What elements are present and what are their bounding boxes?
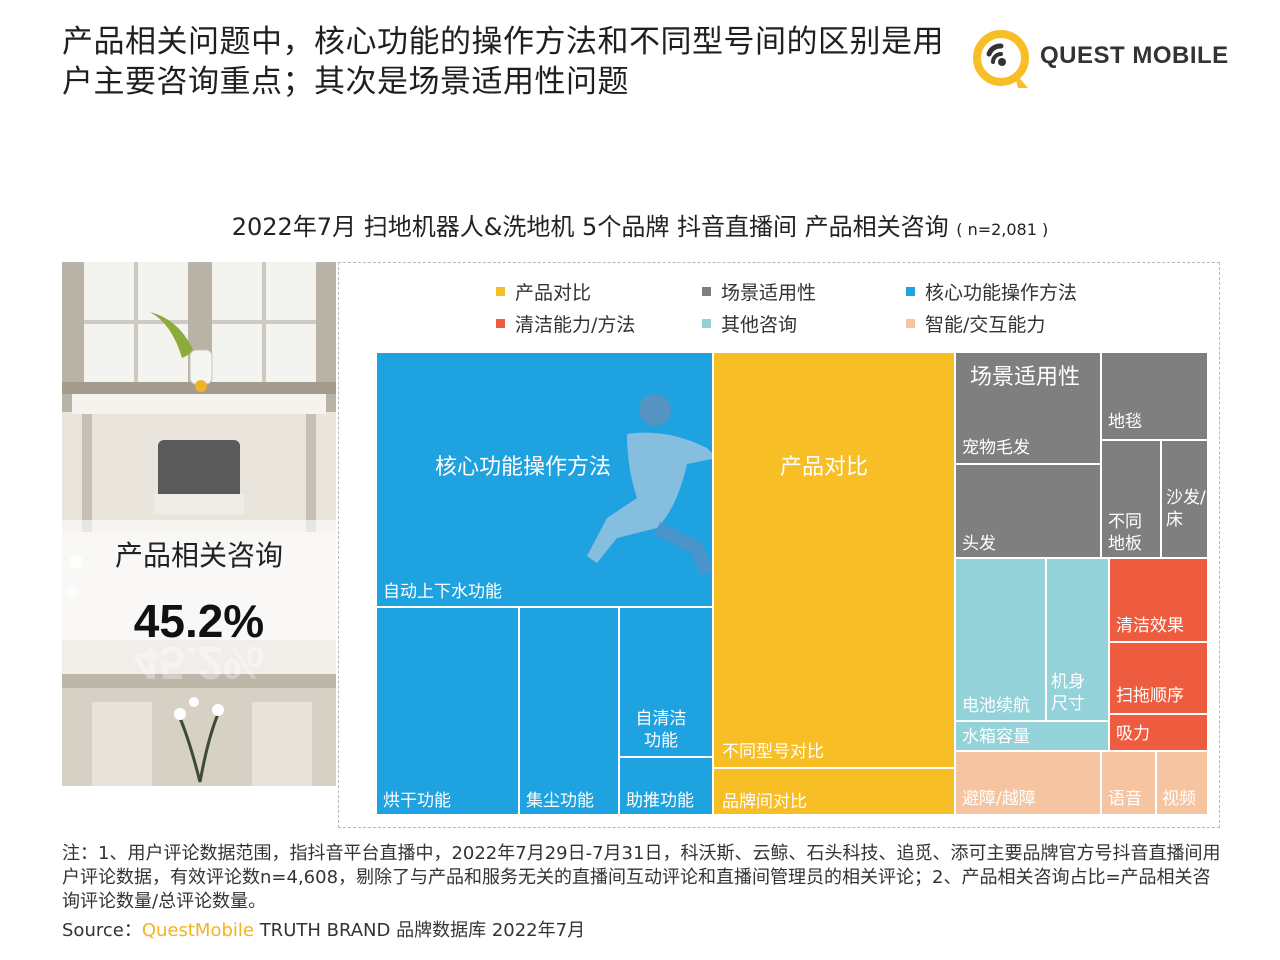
legend-label: 产品对比 bbox=[515, 282, 592, 304]
treemap-cell-voice: 语音 bbox=[1100, 750, 1157, 816]
body-size-label: 机身 尺寸 bbox=[1051, 672, 1085, 714]
legend-label: 核心功能操作方法 bbox=[925, 282, 1078, 304]
suction-label: 吸力 bbox=[1116, 724, 1150, 744]
treemap-cell-dust: 集尘功能 bbox=[518, 606, 620, 816]
legend-swatch bbox=[702, 319, 711, 328]
chart-legend: 产品对比 场景适用性 核心功能操作方法 清洁能力/方法 其他咨询 智能/交互能力 bbox=[496, 278, 1196, 342]
legend-item-smart: 智能/交互能力 bbox=[906, 310, 1045, 337]
brand-compare-label: 品牌间对比 bbox=[722, 792, 807, 812]
clean-effect-label: 清洁效果 bbox=[1116, 616, 1184, 636]
legend-item-product-compare: 产品对比 bbox=[496, 278, 591, 305]
legend-item-other: 其他咨询 bbox=[702, 310, 797, 337]
headline-line-2: 户主要咨询重点；其次是场景适用性问题 bbox=[62, 64, 629, 100]
scene-group-label: 场景适用性 bbox=[970, 365, 1081, 390]
treemap-cell-dry: 烘干功能 bbox=[375, 606, 520, 816]
carpet-label: 地毯 bbox=[1108, 412, 1142, 432]
treemap-cell-battery: 电池续航 bbox=[954, 557, 1047, 722]
legend-swatch bbox=[906, 287, 915, 296]
water-tank-label: 水箱容量 bbox=[962, 727, 1030, 747]
chart-sample-size: ( n=2,081 ) bbox=[956, 220, 1049, 239]
chart-title: 2022年7月 扫地机器人&洗地机 5个品牌 抖音直播间 产品相关咨询 ( n=… bbox=[0, 207, 1280, 242]
running-figure-icon bbox=[587, 394, 712, 576]
legend-swatch bbox=[906, 319, 915, 328]
headline-line-1: 产品相关问题中，核心功能的操作方法和不同型号间的区别是用 bbox=[62, 24, 944, 60]
treemap-cell-assist: 助推功能 bbox=[618, 756, 714, 816]
legend-label: 场景适用性 bbox=[721, 282, 817, 304]
treemap-cell-water-tank: 水箱容量 bbox=[954, 720, 1110, 752]
hair-label: 头发 bbox=[962, 534, 996, 554]
auto-water-label: 自动上下水功能 bbox=[383, 582, 502, 602]
headline: 产品相关问题中，核心功能的操作方法和不同型号间的区别是用 户主要咨询重点；其次是… bbox=[62, 22, 962, 102]
treemap-cell-video: 视频 bbox=[1155, 750, 1209, 816]
treemap-cell-carpet: 地毯 bbox=[1100, 351, 1209, 441]
voice-label: 语音 bbox=[1108, 789, 1142, 809]
video-label: 视频 bbox=[1162, 789, 1196, 809]
highlight-value-reflection: 45.2% bbox=[133, 637, 265, 689]
sofa-bed-label: 沙发/ 床 bbox=[1166, 488, 1206, 530]
highlight-overlay bbox=[62, 520, 336, 640]
footnote: 注：1、用户评论数据范围，指抖音平台直播中，2022年7月29日-7月31日，科… bbox=[62, 843, 1221, 912]
core-group-label: 核心功能操作方法 bbox=[435, 455, 612, 480]
quest-mobile-logo: QUEST MOBILE bbox=[968, 18, 1228, 98]
treemap-cell-brand-compare: 品牌间对比 bbox=[712, 767, 956, 816]
legend-label: 智能/交互能力 bbox=[925, 314, 1046, 336]
self-clean-label: 自清洁 功能 bbox=[635, 709, 687, 751]
legend-label: 清洁能力/方法 bbox=[515, 314, 636, 336]
treemap-cell-clean-effect: 清洁效果 bbox=[1108, 557, 1209, 643]
legend-swatch bbox=[702, 287, 711, 296]
treemap-cell-pet-hair: 场景适用性 宠物毛发 bbox=[954, 351, 1102, 465]
source-brand: QuestMobile bbox=[141, 920, 254, 941]
interior-photo: 产品相关咨询 45.2% 45.2% bbox=[62, 262, 336, 786]
treemap-cell-hair: 头发 bbox=[954, 463, 1102, 559]
dry-label: 烘干功能 bbox=[383, 791, 451, 811]
model-compare-label: 不同型号对比 bbox=[722, 742, 824, 762]
treemap-cell-floor: 不同 地板 bbox=[1100, 439, 1162, 559]
legend-item-core-function: 核心功能操作方法 bbox=[906, 278, 1077, 305]
sweep-mop-order-label: 扫拖顺序 bbox=[1116, 686, 1184, 706]
legend-item-scene: 场景适用性 bbox=[702, 278, 816, 305]
treemap-cell-suction: 吸力 bbox=[1108, 713, 1209, 752]
legend-swatch bbox=[496, 319, 505, 328]
source-line: Source：QuestMobile TRUTH BRAND 品牌数据库 202… bbox=[62, 916, 585, 942]
treemap-cell-auto-water: 核心功能操作方法 自动上下水功能 bbox=[375, 351, 714, 608]
assist-label: 助推功能 bbox=[626, 791, 694, 811]
treemap-cell-self-clean: 自清洁 功能 bbox=[618, 606, 714, 758]
battery-label: 电池续航 bbox=[962, 696, 1030, 716]
floor-label: 不同 地板 bbox=[1108, 512, 1142, 554]
compare-group-label: 产品对比 bbox=[780, 455, 869, 480]
legend-swatch bbox=[496, 287, 505, 296]
highlight-label: 产品相关咨询 bbox=[114, 539, 283, 572]
legend-item-cleaning: 清洁能力/方法 bbox=[496, 310, 635, 337]
treemap-cell-body-size: 机身 尺寸 bbox=[1045, 557, 1110, 722]
dust-label: 集尘功能 bbox=[526, 791, 594, 811]
treemap-cell-sofa-bed: 沙发/ 床 bbox=[1160, 439, 1209, 559]
source-prefix: Source： bbox=[62, 920, 142, 941]
chart-title-text: 2022年7月 扫地机器人&洗地机 5个品牌 抖音直播间 产品相关咨询 bbox=[231, 213, 949, 241]
obstacle-label: 避障/越障 bbox=[962, 789, 1036, 809]
source-suffix: TRUTH BRAND 品牌数据库 2022年7月 bbox=[253, 920, 586, 941]
treemap-cell-sweep-mop-order: 扫拖顺序 bbox=[1108, 641, 1209, 715]
logo-text: QUEST MOBILE bbox=[1040, 42, 1229, 69]
treemap-cell-model-compare: 产品对比 不同型号对比 bbox=[712, 351, 956, 769]
chart-frame bbox=[338, 262, 1220, 828]
highlight-value: 45.2% bbox=[133, 595, 265, 647]
legend-label: 其他咨询 bbox=[721, 314, 798, 336]
quest-mobile-logo-icon bbox=[973, 30, 1029, 88]
pet-hair-label: 宠物毛发 bbox=[962, 438, 1030, 458]
treemap-cell-obstacle: 避障/越障 bbox=[954, 750, 1102, 816]
